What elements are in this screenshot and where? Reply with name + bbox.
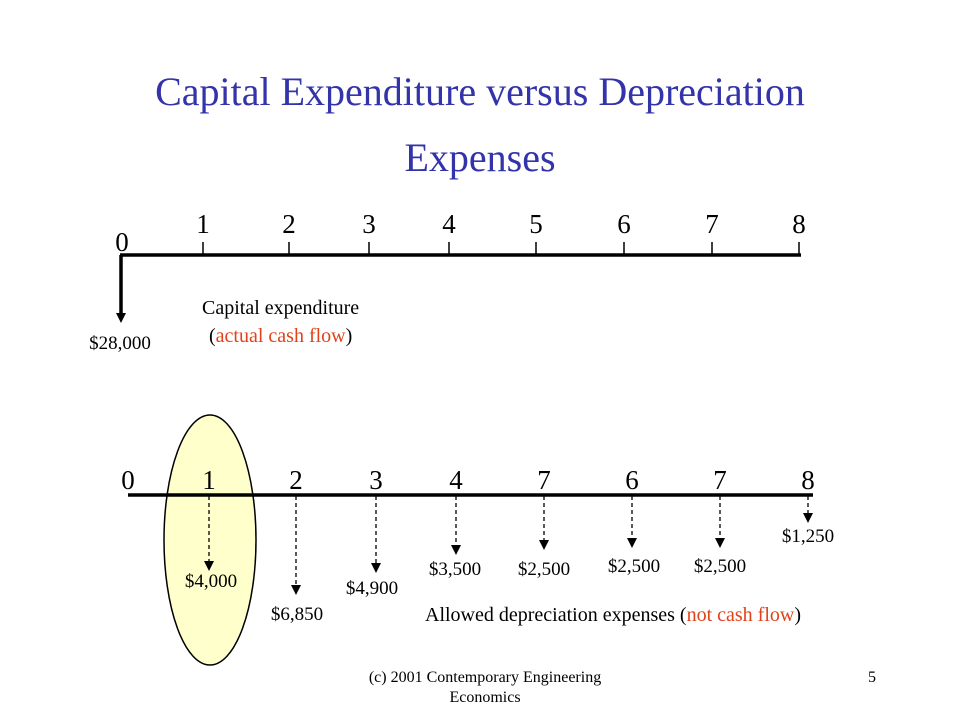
depreciation-caption-prefix: Allowed depreciation expenses (: [425, 604, 687, 626]
capital-caption-line-2: (actual cash flow): [209, 326, 352, 346]
bottom-period-label-5: 7: [537, 465, 551, 495]
depreciation-amount-5: $2,500: [517, 559, 571, 580]
capital-caption-line-1: Capital expenditure: [202, 297, 360, 319]
bottom-period-label-3: 3: [369, 465, 383, 495]
highlight-ellipse: [163, 414, 257, 666]
bottom-period-label-4: 4: [449, 465, 463, 495]
page-number: 5: [868, 669, 876, 686]
top-period-label-2: 2: [282, 209, 296, 239]
top-period-label-4: 4: [442, 209, 456, 239]
top-period-label-3: 3: [362, 209, 376, 239]
depreciation-amount-6: $2,500: [607, 556, 661, 577]
depreciation-amount-3: $4,900: [345, 578, 399, 599]
bottom-period-label-7: 7: [713, 465, 727, 495]
depreciation-amount-1: $4,000: [184, 571, 238, 592]
top-period-label-1: 1: [196, 209, 210, 239]
bottom-period-label-0: 0: [121, 465, 135, 495]
caption-paren-close: ): [345, 325, 353, 347]
depreciation-caption-suffix: ): [794, 604, 802, 626]
top-period-label-8: 8: [792, 209, 806, 239]
depreciation-amount-4: $3,500: [428, 559, 482, 580]
top-period-label-7: 7: [705, 209, 719, 239]
depreciation-amount-7: $2,500: [693, 556, 747, 577]
caption-paren-open: (: [209, 325, 216, 347]
depreciation-amount-8: $1,250: [781, 526, 835, 547]
capital-expenditure-amount: $28,000: [89, 333, 151, 354]
top-period-label-0: 0: [115, 227, 129, 257]
not-cash-flow-highlight: not cash flow: [686, 604, 795, 626]
top-period-label-5: 5: [529, 209, 543, 239]
actual-cash-flow-highlight: actual cash flow: [215, 325, 346, 347]
depreciation-caption: Allowed depreciation expenses (not cash …: [425, 605, 801, 625]
bottom-period-label-8: 8: [801, 465, 815, 495]
slide-footer: (c) 2001 Contemporary Engineering Econom…: [368, 669, 602, 706]
slide-title-line-1: Capital Expenditure versus Depreciation: [155, 69, 805, 114]
bottom-period-label-1: 1: [202, 465, 216, 495]
depreciation-amount-2: $6,850: [270, 604, 324, 625]
top-period-label-6: 6: [617, 209, 631, 239]
bottom-period-label-6: 6: [625, 465, 639, 495]
slide-title-line-2: Expenses: [404, 135, 556, 180]
bottom-period-label-2: 2: [289, 465, 303, 495]
